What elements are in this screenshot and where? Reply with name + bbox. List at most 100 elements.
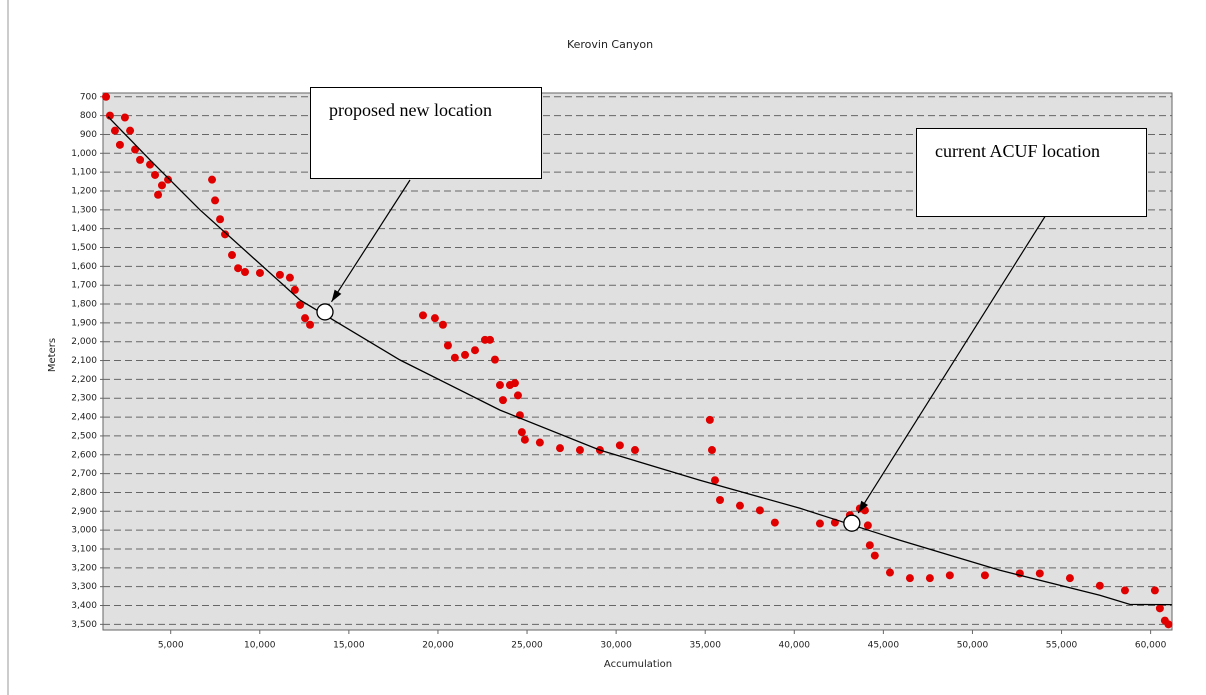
data-point [513, 391, 522, 400]
data-point [755, 506, 764, 515]
y-tick-label: 1,700 [71, 281, 97, 291]
data-point [1155, 604, 1164, 613]
data-point [126, 126, 135, 135]
annotation-arrow [857, 179, 1069, 514]
annotation-box: proposed new location [310, 87, 542, 179]
data-point [136, 155, 145, 164]
y-tick-label: 3,500 [71, 620, 97, 630]
x-tick-label: 30,000 [600, 641, 632, 651]
data-point [285, 273, 294, 282]
data-point [1065, 574, 1074, 583]
data-point [945, 571, 954, 580]
y-tick-label: 2,100 [71, 356, 97, 366]
x-tick-label: 60,000 [1135, 641, 1167, 651]
data-point [485, 335, 494, 344]
data-point [221, 230, 230, 239]
y-tick-label: 2,500 [71, 431, 97, 441]
data-point [905, 574, 914, 583]
data-point [535, 438, 544, 447]
data-point [575, 446, 584, 455]
data-point [1120, 586, 1129, 595]
data-point [517, 428, 526, 437]
data-point [707, 446, 716, 455]
data-point [154, 190, 163, 199]
data-point [615, 441, 624, 450]
annotation-box: current ACUF location [916, 128, 1147, 217]
y-tick-label: 1,300 [71, 205, 97, 215]
data-point [157, 181, 166, 190]
data-point [255, 268, 264, 277]
annotation-arrow [330, 179, 411, 303]
data-point [461, 350, 470, 359]
data-point [115, 140, 124, 149]
x-axis-label: Accumulation [604, 659, 672, 670]
data-point [770, 518, 779, 527]
y-tick-label: 700 [80, 92, 97, 102]
data-point [234, 264, 243, 273]
data-point [1035, 569, 1044, 578]
data-point [1150, 586, 1159, 595]
y-tick-label: 2,000 [71, 337, 97, 347]
data-point [980, 571, 989, 580]
data-point [1095, 581, 1104, 590]
data-point [164, 175, 173, 184]
data-point [290, 285, 299, 294]
y-tick-label: 1,900 [71, 318, 97, 328]
x-tick-label: 25,000 [511, 641, 543, 651]
data-point [146, 160, 155, 169]
data-point [863, 521, 872, 530]
y-tick-label: 1,600 [71, 262, 97, 272]
y-tick-label: 2,700 [71, 469, 97, 479]
y-tick-label: 2,200 [71, 375, 97, 385]
x-tick-label: 35,000 [689, 641, 721, 651]
data-point [631, 446, 640, 455]
data-point [471, 346, 480, 355]
x-tick-label: 20,000 [422, 641, 454, 651]
data-point [301, 314, 310, 323]
data-point [296, 300, 305, 309]
data-point [151, 170, 160, 179]
data-point [925, 574, 934, 583]
data-point [865, 541, 874, 550]
chart-title: Kerovin Canyon [567, 38, 653, 51]
data-point [211, 196, 220, 205]
location-marker [316, 303, 334, 321]
data-point [510, 379, 519, 388]
data-point [815, 519, 824, 528]
data-point [227, 251, 236, 260]
y-tick-label: 2,800 [71, 488, 97, 498]
y-tick-label: 2,600 [71, 450, 97, 460]
x-tick-label: 10,000 [244, 641, 276, 651]
y-tick-label: 3,300 [71, 582, 97, 592]
y-tick-label: 2,300 [71, 394, 97, 404]
x-tick-label: 5,000 [158, 641, 184, 651]
data-point [450, 353, 459, 362]
y-tick-label: 2,400 [71, 413, 97, 423]
data-point [240, 268, 249, 276]
data-point [715, 495, 724, 504]
x-tick-label: 15,000 [333, 641, 365, 651]
data-point [306, 320, 315, 329]
data-point [110, 126, 119, 135]
y-axis-label: Meters [47, 338, 58, 372]
y-tick-label: 3,400 [71, 601, 97, 611]
y-tick-label: 1,000 [71, 149, 97, 159]
x-tick-label: 40,000 [779, 641, 811, 651]
y-tick-label: 1,200 [71, 186, 97, 196]
data-point [208, 175, 217, 184]
data-point [735, 501, 744, 510]
arrow-head [858, 500, 869, 514]
trend-line [107, 116, 1172, 606]
x-tick-label: 50,000 [957, 641, 989, 651]
data-point [120, 113, 129, 122]
y-tick-label: 3,000 [71, 526, 97, 536]
data-point [520, 435, 529, 444]
data-point [705, 415, 714, 424]
data-point [216, 215, 225, 224]
arrow-head [331, 289, 342, 302]
data-point [105, 111, 114, 120]
data-point [870, 551, 879, 560]
y-tick-label: 3,100 [71, 544, 97, 554]
y-tick-label: 1,400 [71, 224, 97, 234]
